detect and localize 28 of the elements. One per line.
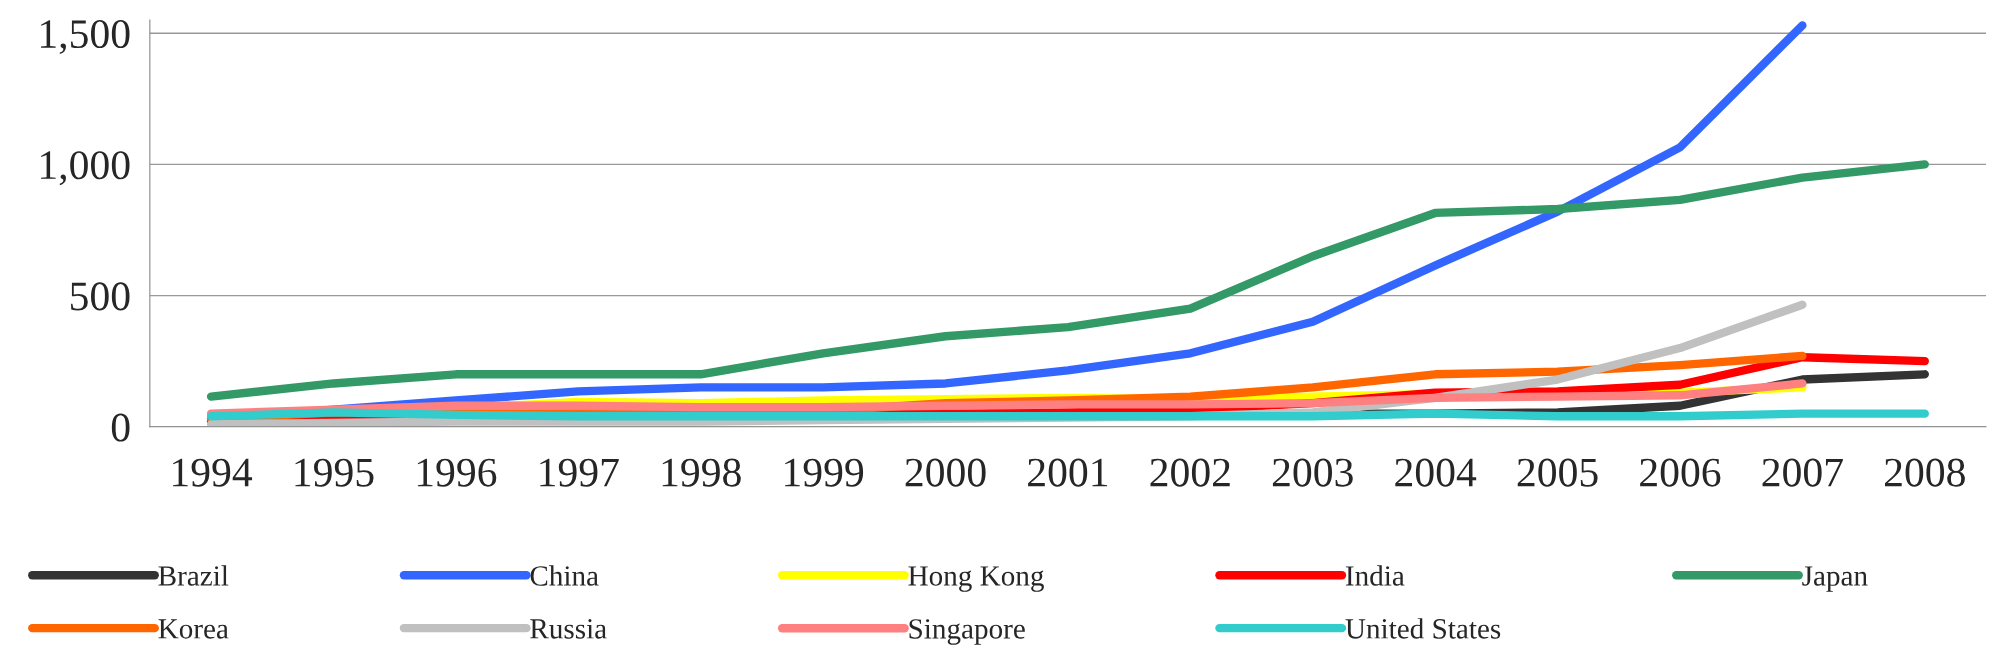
y-tick-label: 1,000 <box>41 151 130 186</box>
y-tick-label: 0 <box>111 413 130 442</box>
x-tick-label: 2002 <box>1150 458 1230 487</box>
x-tick-label: 1998 <box>662 458 741 487</box>
legend-label: India <box>1345 565 1405 586</box>
x-tick-label: 1999 <box>785 458 864 487</box>
x-tick-label: 2006 <box>1640 458 1721 487</box>
legend-label: Korea <box>158 619 229 639</box>
x-tick-label: 1997 <box>540 458 619 487</box>
legend-label: China <box>530 565 599 586</box>
x-tick-label: 1994 <box>173 458 253 487</box>
x-tick-label: 2005 <box>1517 458 1598 487</box>
x-tick-label: 1995 <box>295 458 374 487</box>
x-tick-label: 2007 <box>1762 458 1843 487</box>
x-tick-label: 2000 <box>905 458 986 487</box>
x-tick-label: 1996 <box>417 458 497 487</box>
x-tick-label: 2001 <box>1028 458 1108 487</box>
x-tick-label: 2008 <box>1884 458 1965 487</box>
y-tick-label: 500 <box>71 282 130 311</box>
x-tick-label: 2003 <box>1272 458 1353 487</box>
x-tick-label: 2004 <box>1395 458 1477 487</box>
legend-label: Singapore <box>909 619 1025 645</box>
legend-label: United States <box>1345 618 1501 639</box>
legend-label: Russia <box>530 619 607 639</box>
legend-label: Brazil <box>158 565 229 586</box>
legend-label: Hong Kong <box>908 566 1044 592</box>
y-tick-label: 1,500 <box>41 20 130 55</box>
legend-label: Japan <box>1802 566 1868 592</box>
